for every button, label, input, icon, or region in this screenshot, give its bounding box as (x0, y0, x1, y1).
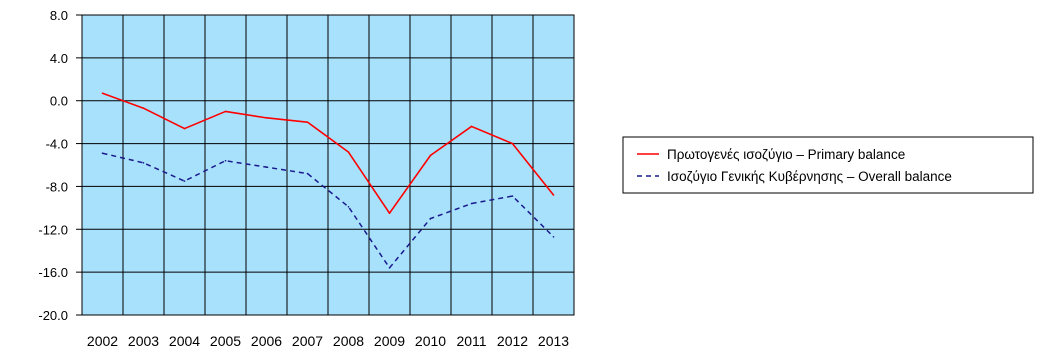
series-2-point (101, 152, 104, 155)
legend-box (622, 136, 1034, 194)
x-tick-label: 2011 (456, 333, 486, 349)
x-tick-label: 2002 (87, 333, 118, 349)
x-tick-label: 2009 (374, 333, 405, 349)
y-tick-label: -20.0 (38, 308, 68, 323)
series-2-point (552, 235, 555, 238)
y-tick-label: -8.0 (46, 179, 68, 194)
series-line-1 (102, 92, 555, 215)
series-1-point (306, 121, 309, 123)
x-tick-label: 2003 (128, 333, 159, 349)
y-tick-label: -12.0 (38, 222, 68, 237)
series-1-point (265, 117, 268, 119)
series-1-point (347, 151, 350, 153)
series-1-point (142, 107, 145, 110)
series-1-point (429, 154, 432, 157)
x-tick-label: 2008 (333, 333, 364, 349)
series-2-point (388, 267, 391, 269)
series-1-point (552, 194, 555, 196)
series-2-point (142, 162, 145, 164)
series-2-point (265, 166, 268, 168)
series-1-point (101, 92, 104, 95)
series-1-point (470, 125, 473, 128)
x-tick-label: 2005 (210, 333, 241, 349)
y-tick-label: -4.0 (46, 137, 68, 152)
plot-area-border (81, 14, 575, 316)
series-2-point (470, 202, 473, 205)
legend-label-1: Πρωτογενές ισοζύγιο – Primary balance (667, 147, 905, 162)
x-tick-label: 2006 (251, 333, 282, 349)
series-2-point (347, 205, 350, 208)
series-1-point (224, 110, 227, 113)
series-1-point (511, 142, 514, 145)
y-tick-label: -16.0 (38, 265, 68, 280)
x-tick-label: 2004 (169, 333, 200, 349)
legend-label-2: Ισοζύγιο Γενικής Κυβέρνησης – Overall ba… (667, 169, 952, 184)
y-tick-label: 0.0 (50, 94, 68, 109)
x-tick-label: 2013 (538, 333, 569, 349)
series-2-point (306, 172, 309, 175)
series-2-point (511, 195, 514, 197)
y-tick-label: 8.0 (50, 8, 68, 23)
series-2-point (183, 180, 186, 182)
x-tick-label: 2007 (292, 333, 323, 349)
series-1-point (183, 127, 186, 130)
series-1-point (388, 212, 391, 215)
y-tick-label: 4.0 (50, 51, 68, 66)
x-tick-label: 2010 (415, 333, 446, 349)
series-2-point (429, 217, 432, 220)
x-tick-label: 2012 (497, 333, 528, 349)
series-2-point (224, 159, 227, 162)
